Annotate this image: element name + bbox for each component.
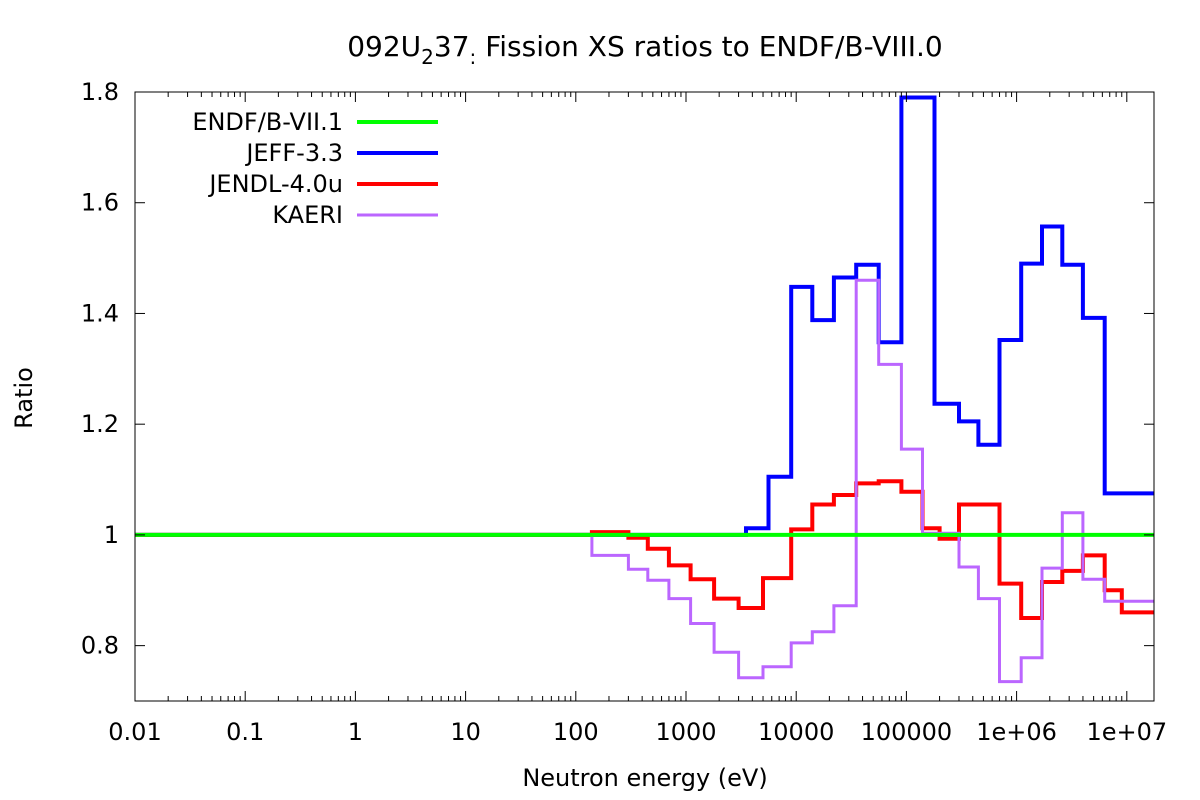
series-line-2	[135, 479, 1154, 620]
legend-label-1: JEFF-3.3	[244, 139, 343, 167]
series-line-3	[135, 278, 1154, 684]
series-line-1	[135, 95, 1154, 537]
y-tick-label: 1	[104, 521, 119, 549]
x-tick-label: 1000	[655, 718, 716, 746]
legend-label-0: ENDF/B-VII.1	[192, 108, 343, 136]
legend-label-2: JENDL-4.0u	[207, 170, 343, 198]
x-tick-label: 10000	[758, 718, 834, 746]
x-tick-label: 100000	[861, 718, 953, 746]
x-tick-label: 0.1	[226, 718, 264, 746]
x-tick-label: 1e+07	[1086, 718, 1167, 746]
title-rest: Fission XS ratios to ENDF/B-VIII.0	[476, 30, 942, 63]
x-tick-label: 0.01	[108, 718, 161, 746]
x-axis-label: Neutron energy (eV)	[522, 764, 767, 792]
legend-label-3: KAERI	[272, 201, 343, 229]
x-tick-label: 100	[553, 718, 599, 746]
x-tick-label: 1e+06	[976, 718, 1057, 746]
y-tick-label: 1.4	[81, 299, 119, 327]
x-tick-label: 10	[450, 718, 481, 746]
legend: ENDF/B-VII.1 JEFF-3.3 JENDL-4.0u KAERI	[192, 108, 438, 229]
series-layer	[135, 95, 1154, 684]
plot-frame	[134, 91, 1155, 702]
chart-title: 092U237: Fission XS ratios to ENDF/B-VII…	[347, 30, 943, 69]
y-tick-label: 1.2	[81, 410, 119, 438]
y-tick-label: 1.8	[81, 78, 119, 106]
x-tick-label: 1	[348, 718, 363, 746]
title-prefix: 092U	[347, 30, 421, 63]
ticks-layer: 0.8 1 1.2 1.4 1.6 1.8 0.01 0.1 1 10 100 1000 10000 10…	[81, 78, 1167, 746]
y-tick-label: 1.6	[81, 189, 119, 217]
title-suffix: 37	[434, 30, 470, 63]
title-sub2: :	[470, 45, 477, 69]
title-subscript: 2	[421, 45, 434, 69]
y-axis-label: Ratio	[10, 367, 38, 429]
y-tick-label: 0.8	[81, 632, 119, 660]
